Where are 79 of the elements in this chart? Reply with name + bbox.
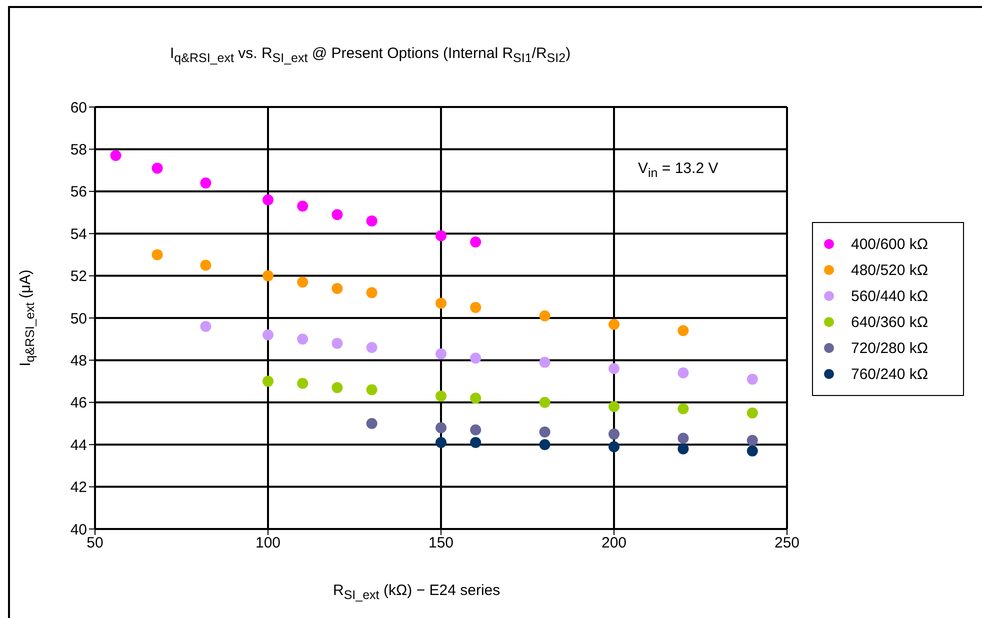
point — [436, 348, 446, 360]
point — [539, 310, 550, 322]
point — [297, 334, 308, 345]
point — [262, 270, 274, 282]
point — [678, 367, 689, 378]
x-tick-label: 200 — [601, 534, 627, 552]
legend-label: 480/520 kΩ — [851, 262, 928, 278]
point — [539, 439, 550, 450]
point — [608, 428, 620, 440]
y-tick-label: 54 — [70, 226, 87, 243]
point — [436, 422, 446, 434]
y-tick-label: 58 — [70, 142, 87, 159]
legend-label: 720/280 kΩ — [851, 340, 928, 356]
point — [746, 407, 758, 418]
point — [539, 426, 550, 438]
point — [200, 320, 212, 332]
point — [470, 424, 482, 436]
point — [200, 260, 212, 271]
point — [366, 384, 378, 396]
point — [366, 418, 378, 429]
y-tick-label: 56 — [70, 184, 87, 201]
y-tick-label: 50 — [70, 310, 87, 328]
y-tick-label: 52 — [70, 268, 87, 286]
point — [470, 236, 482, 248]
annotation: V$_{in}$ = 13.2 V — [636, 160, 720, 180]
point — [470, 352, 482, 364]
x-tick-label: 250 — [774, 534, 800, 552]
point — [366, 342, 378, 354]
point — [608, 363, 620, 374]
x-axis-title: R$_{SI_ext}$ (kΩ) − E24 series — [333, 582, 500, 602]
point — [608, 401, 620, 412]
point — [152, 162, 163, 174]
point — [332, 382, 343, 394]
y-tick-label: 44 — [70, 436, 87, 454]
y-tick-label: 40 — [70, 521, 87, 538]
point — [539, 356, 550, 368]
point — [262, 329, 274, 340]
legend-label: 640/360 kΩ — [851, 314, 928, 330]
x-tick-label: 150 — [428, 534, 454, 552]
point — [366, 287, 378, 298]
y-tick-label: 42 — [70, 479, 87, 496]
point — [436, 230, 446, 242]
legend-label: 760/240 kΩ — [851, 366, 928, 382]
point — [332, 209, 343, 220]
chart-title: I$_{q&RSI_ext}$ vs. R$_{SI_ext}$ @ Present Options (Internal R$_{SI1}$/R$_{SI2}$) — [170, 45, 571, 65]
point — [746, 374, 758, 385]
point — [746, 434, 758, 446]
point — [539, 396, 550, 408]
point — [297, 200, 308, 212]
y-tick-label: 48 — [70, 352, 87, 370]
point — [678, 443, 689, 454]
point — [470, 392, 482, 404]
point — [152, 249, 163, 260]
point — [332, 282, 343, 294]
y-tick-label: 60 — [70, 99, 87, 116]
point — [678, 432, 689, 444]
point — [332, 338, 343, 349]
point — [110, 150, 122, 162]
x-tick-label: 100 — [255, 534, 281, 552]
point — [262, 194, 274, 206]
x-tick-label: 50 — [86, 534, 104, 552]
point — [608, 318, 620, 330]
point — [297, 378, 308, 389]
point — [678, 403, 689, 414]
point — [678, 325, 689, 336]
y-tick-label: 46 — [70, 394, 87, 412]
point — [366, 215, 378, 226]
point — [297, 276, 308, 288]
point — [436, 436, 446, 448]
legend-label: 400/600 kΩ — [851, 236, 928, 252]
point — [470, 302, 482, 313]
legend-label: 560/440 kΩ — [851, 288, 928, 304]
point — [262, 376, 274, 387]
point — [746, 445, 758, 456]
point — [436, 298, 446, 309]
point — [470, 436, 482, 448]
point — [608, 441, 620, 452]
point — [200, 177, 212, 188]
point — [436, 390, 446, 402]
